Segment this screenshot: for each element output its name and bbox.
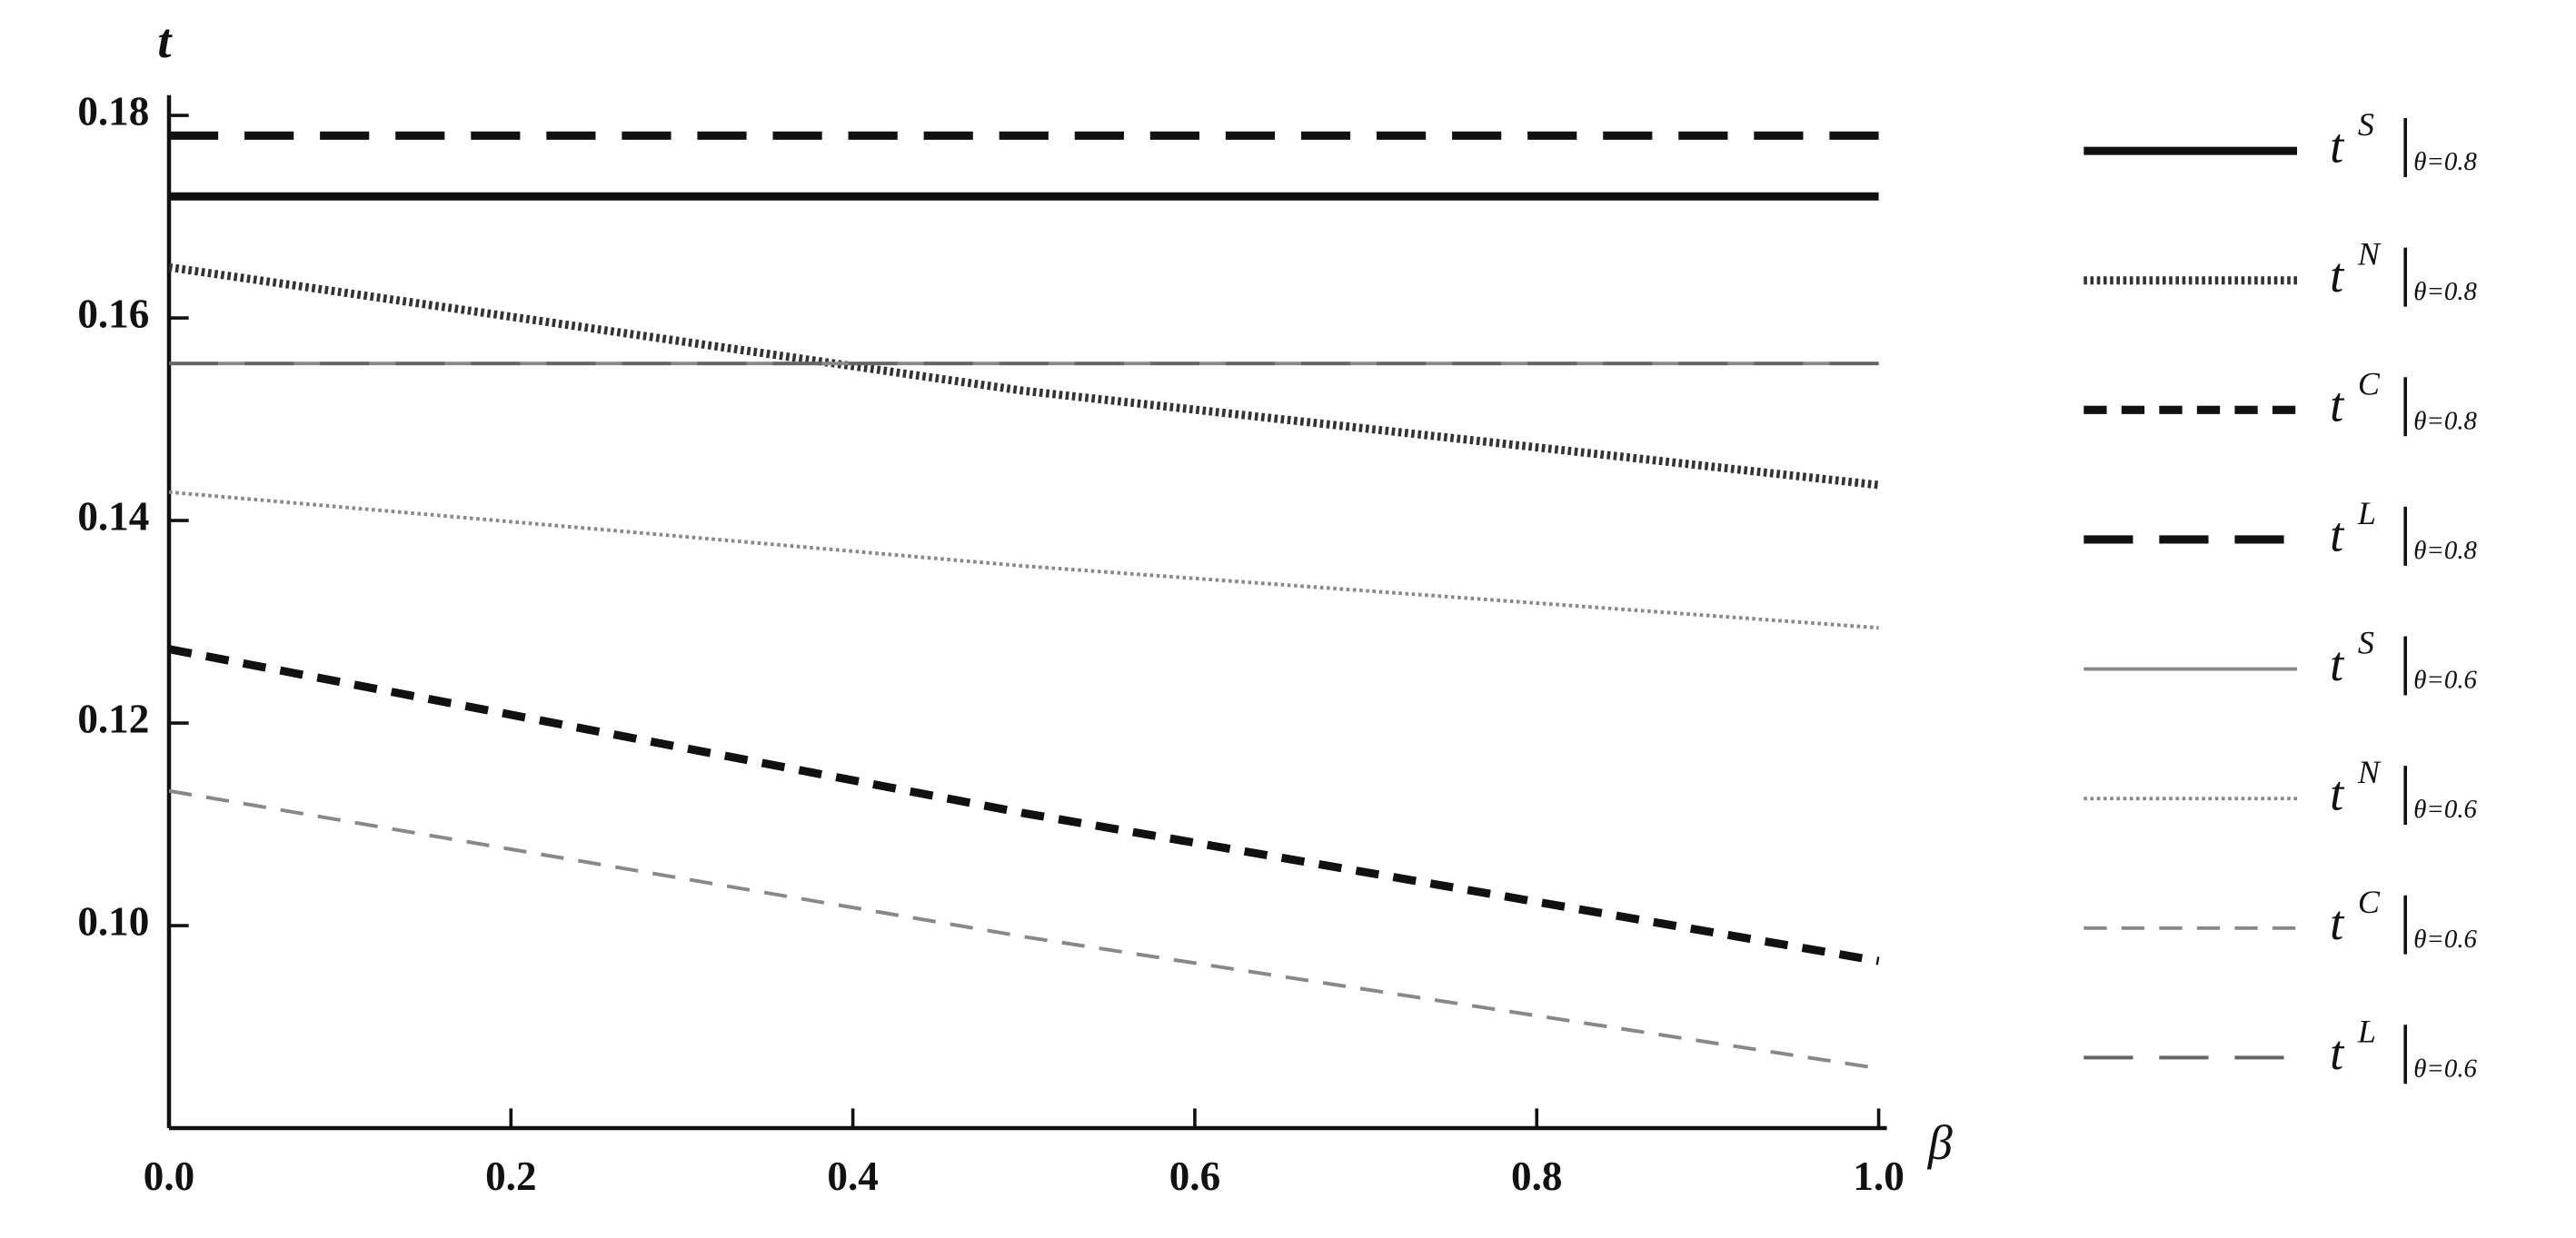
x-tick-label: 0.8: [1511, 1154, 1562, 1199]
legend-sup: N: [2357, 236, 2382, 272]
legend-sup: S: [2358, 106, 2374, 143]
y-tick-label: 0.16: [77, 291, 149, 336]
legend-sub: θ=0.6: [2413, 795, 2477, 824]
series-line: [168, 788, 1879, 1071]
legend-sup: C: [2358, 884, 2381, 920]
series-line: [168, 262, 1880, 490]
legend-sub: θ=0.8: [2413, 406, 2477, 435]
legend-sub: θ=0.6: [2413, 666, 2477, 695]
legend-sup: L: [2357, 495, 2376, 531]
y-tick-label: 0.18: [77, 88, 149, 134]
legend-sub: θ=0.8: [2413, 277, 2477, 306]
y-tick-label: 0.10: [77, 898, 149, 944]
legend-sub: θ=0.6: [2413, 1054, 2477, 1083]
y-axis-label: t: [157, 14, 173, 68]
x-tick-label: 1.0: [1853, 1154, 1904, 1199]
legend-label: t: [2330, 378, 2345, 432]
legend-label: t: [2330, 248, 2345, 302]
y-tick-label: 0.14: [77, 493, 149, 539]
x-axis-label: β: [1927, 1115, 1953, 1170]
legend-label: t: [2330, 507, 2345, 561]
legend-sub: θ=0.6: [2413, 925, 2477, 954]
series-line: [168, 645, 1880, 966]
y-tick-label: 0.12: [77, 696, 149, 741]
legend-sup: N: [2357, 754, 2382, 790]
x-tick-label: 0.0: [144, 1154, 194, 1199]
x-tick-label: 0.4: [827, 1154, 878, 1199]
legend-label: t: [2330, 767, 2345, 821]
legend-label: t: [2330, 1025, 2345, 1080]
legend-sub: θ=0.8: [2413, 536, 2477, 565]
legend-label: t: [2330, 119, 2345, 173]
legend-sup: L: [2357, 1013, 2376, 1049]
x-tick-label: 0.2: [485, 1154, 536, 1199]
legend-label: t: [2330, 637, 2345, 691]
legend-label: t: [2330, 896, 2345, 950]
legend-sub: θ=0.8: [2413, 147, 2477, 176]
legend-sup: S: [2358, 625, 2374, 661]
series-line: [168, 490, 1879, 630]
legend-sup: C: [2358, 365, 2381, 401]
x-tick-label: 0.6: [1169, 1154, 1220, 1199]
